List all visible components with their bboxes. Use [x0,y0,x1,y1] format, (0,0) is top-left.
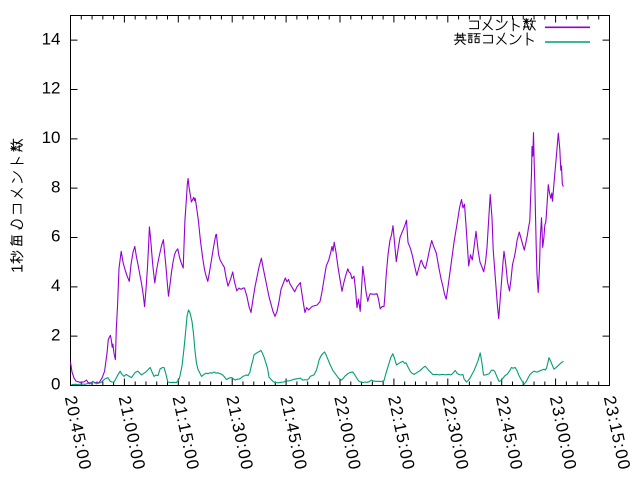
svg-text:8: 8 [51,177,60,196]
svg-text:0: 0 [51,375,60,394]
svg-text:14: 14 [42,29,61,48]
svg-text:2: 2 [51,325,60,344]
svg-text:6: 6 [51,227,60,246]
svg-text:1: 1 [10,264,27,273]
svg-text:4: 4 [51,276,60,295]
svg-text:10: 10 [42,128,61,147]
svg-text:12: 12 [42,79,61,98]
